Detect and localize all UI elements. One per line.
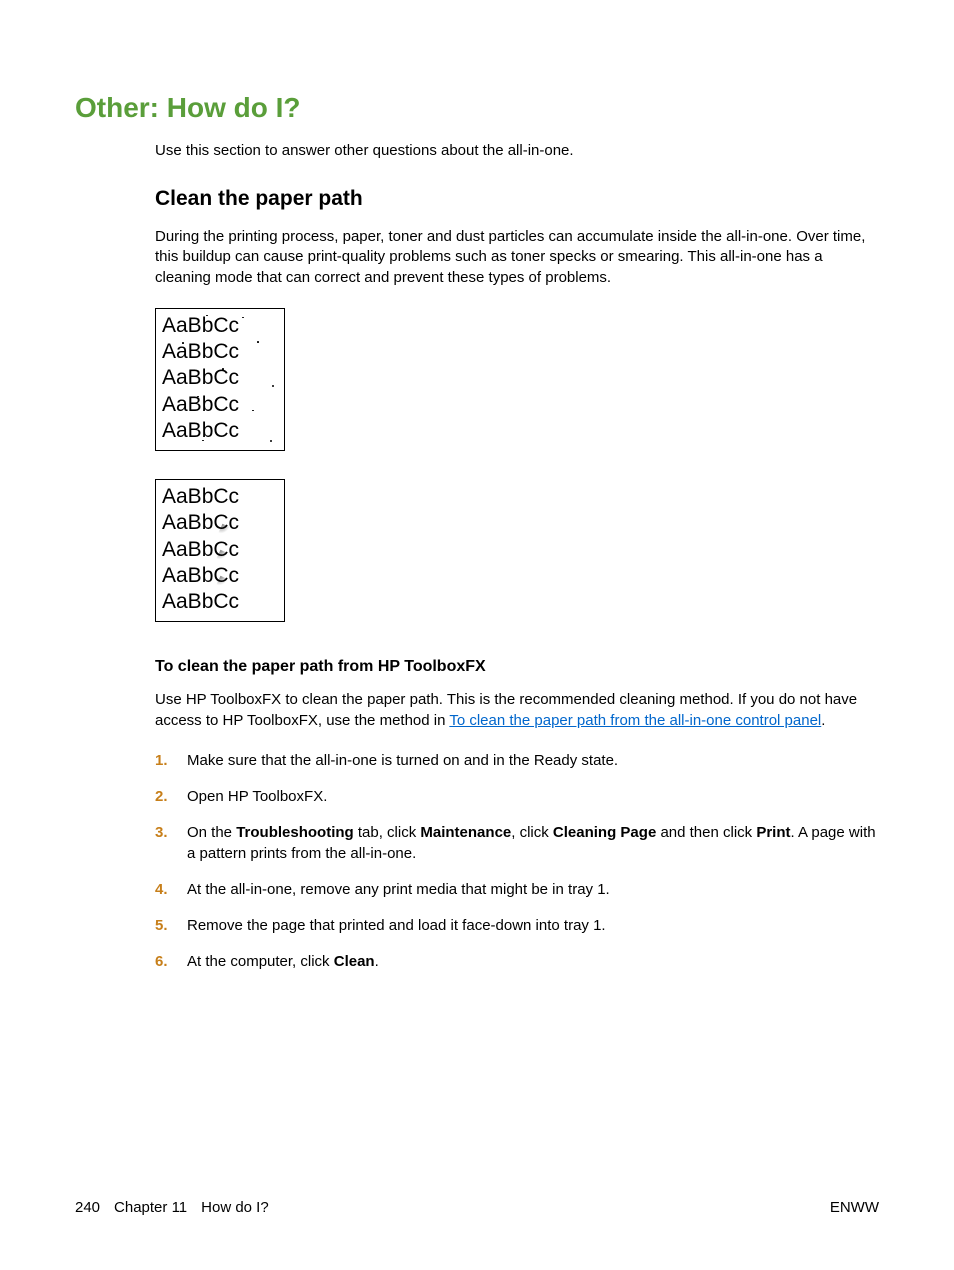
step-text: At the all-in-one, remove any print medi… xyxy=(187,880,879,900)
step-text: Remove the page that printed and load it… xyxy=(187,916,879,936)
page-title-h1: Other: How do I? xyxy=(75,92,879,124)
step-number: 4. xyxy=(155,880,187,900)
step-item: 2. Open HP ToolboxFX. xyxy=(155,787,879,807)
sample-line: AaBbCc xyxy=(162,392,278,418)
step-text: At the computer, click Clean. xyxy=(187,952,879,972)
step-number: 5. xyxy=(155,916,187,936)
toolboxfx-paragraph: Use HP ToolboxFX to clean the paper path… xyxy=(155,690,879,731)
footer-chapter: Chapter 11 xyxy=(114,1199,187,1216)
text: . xyxy=(821,712,825,729)
sample-line: AaBbCc xyxy=(162,313,278,339)
footer-lang: ENWW xyxy=(830,1199,879,1216)
sample-line: AaBbCc xyxy=(162,365,278,391)
clean-paper-path-paragraph: During the printing process, paper, tone… xyxy=(155,227,879,288)
sample-line: AaBbCc xyxy=(162,537,278,563)
step-number: 2. xyxy=(155,787,187,807)
sample-line: AaBbCc xyxy=(162,418,278,444)
steps-list: 1. Make sure that the all-in-one is turn… xyxy=(155,751,879,973)
sample-line: AaBbCc xyxy=(162,563,278,589)
step-text: Open HP ToolboxFX. xyxy=(187,787,879,807)
step-item: 6. At the computer, click Clean. xyxy=(155,952,879,972)
step-item: 5. Remove the page that printed and load… xyxy=(155,916,879,936)
step-text: On the Troubleshooting tab, click Mainte… xyxy=(187,823,879,864)
footer-title: How do I? xyxy=(201,1199,269,1216)
footer-page-number: 240 xyxy=(75,1199,100,1216)
intro-paragraph: Use this section to answer other questio… xyxy=(155,142,879,159)
step-item: 3. On the Troubleshooting tab, click Mai… xyxy=(155,823,879,864)
step-text: Make sure that the all-in-one is turned … xyxy=(187,751,879,771)
sample-line: AaBbCc xyxy=(162,589,278,615)
subsection-heading-toolboxfx: To clean the paper path from HP ToolboxF… xyxy=(155,658,879,676)
section-heading-clean-paper-path: Clean the paper path xyxy=(155,187,879,211)
step-item: 1. Make sure that the all-in-one is turn… xyxy=(155,751,879,771)
sample-line: AaBbCc xyxy=(162,484,278,510)
print-sample-specks: AaBbCc AaBbCc AaBbCc AaBbCc AaBbCc xyxy=(155,308,285,451)
step-number: 1. xyxy=(155,751,187,771)
print-sample-smear: AaBbCc AaBbCc AaBbCc AaBbCc AaBbCc xyxy=(155,479,285,622)
document-page: Other: How do I? Use this section to ans… xyxy=(0,0,954,1270)
sample-line: AaBbCc xyxy=(162,339,278,365)
page-footer: 240 Chapter 11 How do I? ENWW xyxy=(75,1199,879,1216)
link-clean-from-control-panel[interactable]: To clean the paper path from the all-in-… xyxy=(449,712,821,729)
step-item: 4. At the all-in-one, remove any print m… xyxy=(155,880,879,900)
sample-line: AaBbCc xyxy=(162,510,278,536)
step-number: 6. xyxy=(155,952,187,972)
step-number: 3. xyxy=(155,823,187,864)
